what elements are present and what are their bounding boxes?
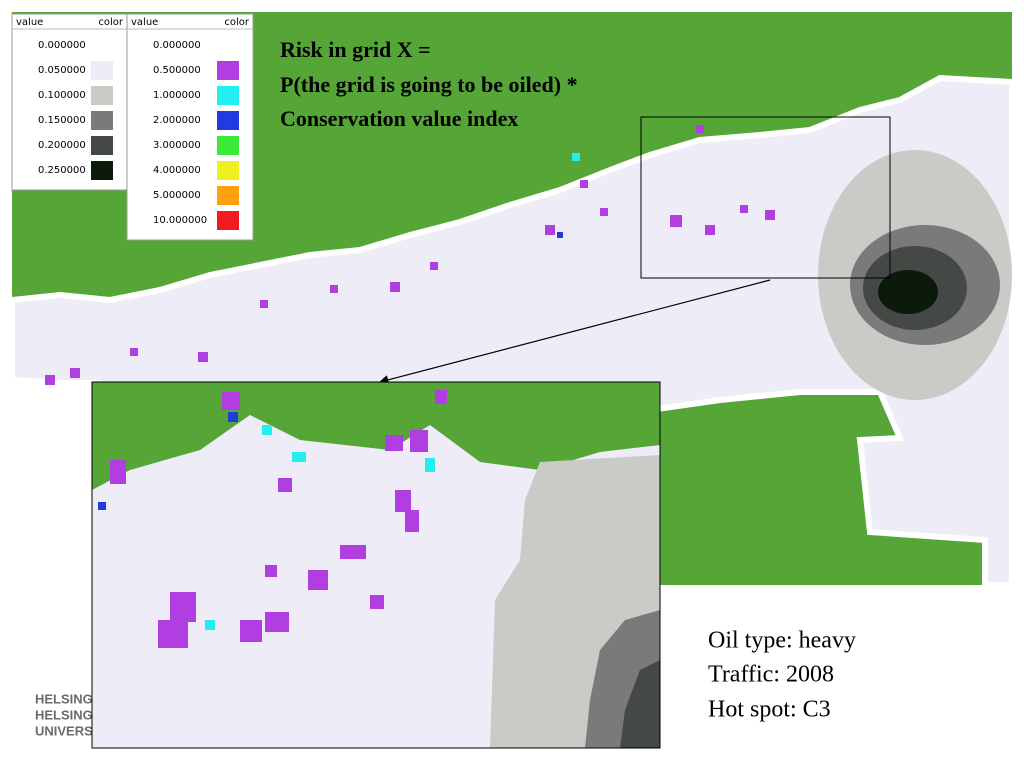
- info-line: Oil type: heavy: [708, 628, 856, 654]
- legend-swatch: [91, 136, 113, 155]
- legend-swatch: [217, 61, 239, 80]
- logo: HELSINGI HELSINGI UNIVERSI: [35, 691, 96, 738]
- legend-value: 1.000000: [153, 90, 201, 101]
- legends: value color 0.000000 0.050000 0.100000 0.1500…: [11, 13, 254, 241]
- inset-map: [92, 382, 660, 748]
- zoom-arrow: [378, 279, 771, 385]
- legend-swatch: [217, 186, 239, 205]
- legend-value: 0.100000: [38, 90, 86, 101]
- legend-value: 4.000000: [153, 165, 201, 176]
- legend-swatch: [91, 61, 113, 80]
- title-line: P(the grid is going to be oiled) *: [280, 72, 578, 97]
- legend-value: 2.000000: [153, 115, 201, 126]
- inset-frame: [91, 381, 661, 749]
- title-line: Risk in grid X =: [280, 37, 431, 62]
- legend-header: color: [224, 17, 250, 28]
- legend-header: value: [131, 17, 158, 28]
- legend-swatch: [91, 111, 113, 130]
- legend-value: 0.000000: [153, 40, 201, 51]
- logo-text: HELSINGI: [35, 691, 96, 706]
- legend-value: 0.000000: [38, 40, 86, 51]
- legend-value: 0.250000: [38, 165, 86, 176]
- legend-value: 0.150000: [38, 115, 86, 126]
- legend-swatch: [217, 211, 239, 230]
- legend-value: 0.050000: [38, 65, 86, 76]
- legend-header: color: [98, 17, 124, 28]
- title-line: Conservation value index: [280, 106, 518, 131]
- legend-swatch: [217, 111, 239, 130]
- legend-swatch: [217, 86, 239, 105]
- legend-value: 0.200000: [38, 140, 86, 151]
- info-line: Traffic: 2008: [708, 662, 834, 688]
- info-line: Hot spot: C3: [708, 697, 831, 723]
- legend-swatch: [91, 161, 113, 180]
- legend-swatch: [217, 136, 239, 155]
- logo-text: UNIVERSI: [35, 723, 96, 738]
- legend-header: value: [16, 17, 43, 28]
- zoom-box: [640, 116, 891, 279]
- legend-value: 3.000000: [153, 140, 201, 151]
- legend-value: 5.000000: [153, 190, 201, 201]
- legend-swatch: [217, 161, 239, 180]
- legend-value: 10.000000: [153, 215, 207, 226]
- legend-value: 0.500000: [153, 65, 201, 76]
- legend-swatch: [91, 86, 113, 105]
- logo-text: HELSINGI: [35, 707, 96, 722]
